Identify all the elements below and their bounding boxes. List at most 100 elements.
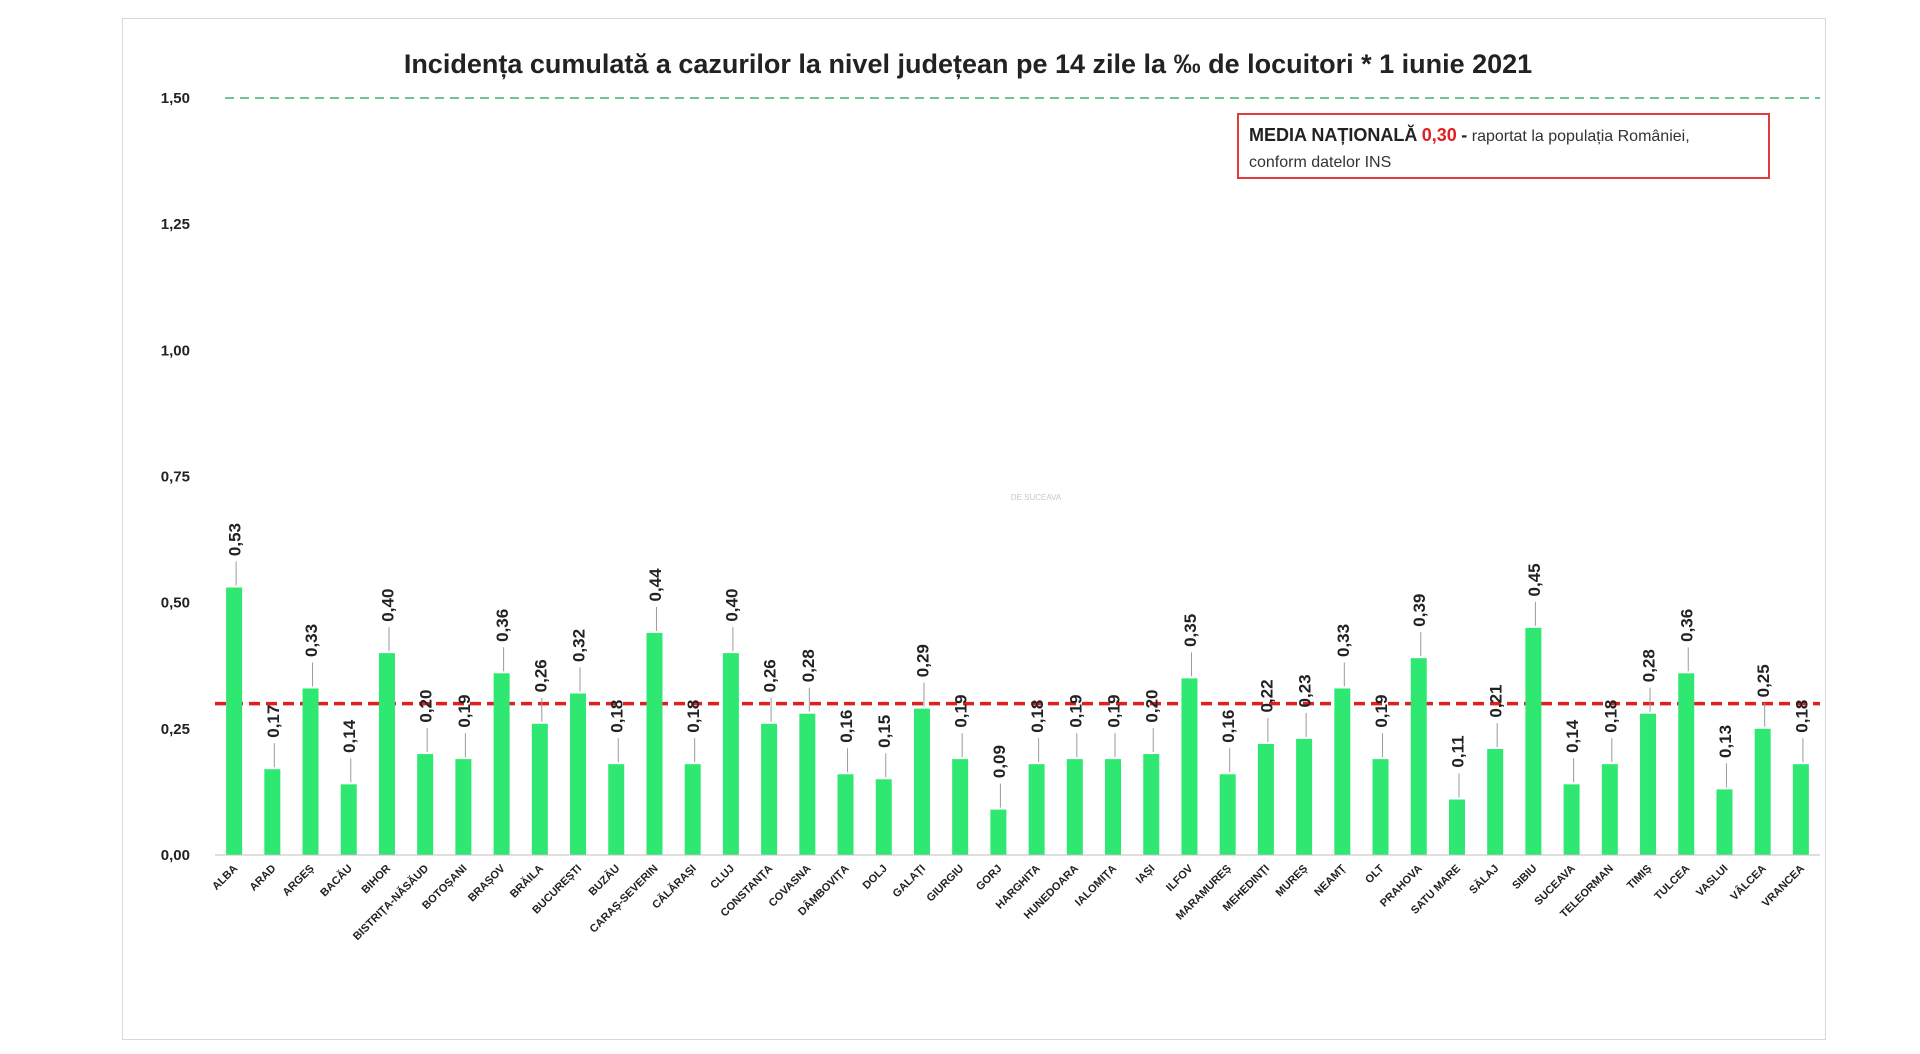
x-tick-label: ARGEȘ: [281, 863, 317, 899]
y-tick-label: 1,50: [161, 90, 190, 107]
x-tick-label: IALOMIȚA: [1073, 863, 1119, 909]
data-label: 0,09: [990, 745, 1009, 778]
data-label: 0,21: [1487, 684, 1506, 717]
data-label: 0,18: [608, 700, 627, 733]
x-tick-label: SĂLAJ: [1467, 862, 1502, 897]
y-tick-label: 0,25: [161, 721, 190, 738]
x-tick-label: ARAD: [247, 863, 278, 894]
x-tick-label: BIHOR: [360, 863, 394, 897]
data-label: 0,14: [1563, 719, 1582, 753]
data-label: 0,44: [646, 568, 665, 602]
data-label: 0,19: [1105, 695, 1124, 728]
bar: [1716, 789, 1733, 855]
bar: [378, 653, 395, 855]
national-average-value: 0,30: [1421, 125, 1457, 145]
data-label: 0,26: [761, 659, 780, 692]
national-average-line1: MEDIA NAȚIONALĂ 0,30 - raportat la popul…: [1249, 122, 1758, 150]
data-label: 0,19: [952, 695, 971, 728]
watermark: DE SUCEAVA: [1011, 493, 1062, 502]
data-label: 0,18: [1601, 700, 1620, 733]
y-tick-label: 0,75: [161, 469, 190, 486]
data-label: 0,14: [340, 719, 359, 753]
x-tick-label: ALBA: [210, 863, 240, 893]
data-label: 0,19: [455, 695, 474, 728]
data-label: 0,28: [799, 649, 818, 682]
bar: [608, 764, 625, 855]
data-label: 0,29: [913, 644, 932, 677]
data-label: 0,22: [1257, 679, 1276, 712]
data-label: 0,18: [684, 700, 703, 733]
x-axis: ALBA ARAD ARGEȘ BACĂU BIHORBISTRIȚA-NĂSĂUDBO…: [210, 854, 1820, 943]
x-tick-label: NEAMȚ: [1312, 862, 1348, 898]
data-label: 0,39: [1410, 594, 1429, 627]
bar: [913, 708, 930, 855]
national-average-dash: -: [1461, 125, 1468, 145]
y-axis: 0,00 0,25 0,50 0,75 1,00 1,25 1,50: [161, 90, 190, 864]
data-label: 0,53: [226, 523, 245, 556]
bar: [1563, 784, 1580, 855]
reference-lines: [215, 97, 1820, 706]
x-tick-label: GALAȚI: [891, 863, 928, 900]
bar: [722, 653, 739, 855]
data-label: 0,19: [1372, 695, 1391, 728]
y-tick-label: 1,25: [161, 216, 190, 233]
data-label: 0,28: [1640, 649, 1659, 682]
data-label: 0,18: [1028, 700, 1047, 733]
bar: [1028, 764, 1045, 855]
x-tick-label: VASLUI: [1694, 863, 1730, 899]
bar: [570, 693, 587, 855]
x-tick-label: BUZĂU: [586, 862, 622, 898]
x-tick-label: BACĂU: [318, 862, 355, 899]
x-tick-label: DOLJ: [861, 863, 890, 892]
national-average-text-line2: conform datelor INS: [1249, 154, 1392, 171]
national-average-label: MEDIA NAȚIONALĂ: [1249, 125, 1418, 145]
bar: [1792, 764, 1809, 855]
bar: [646, 632, 663, 855]
y-tick-label: 0,00: [161, 847, 190, 864]
data-label: 0,23: [1296, 674, 1315, 707]
bar: [1640, 713, 1657, 855]
x-tick-label: ILFOV: [1164, 862, 1196, 894]
data-label: 0,13: [1716, 725, 1735, 758]
x-tick-label: OLT: [1363, 862, 1387, 886]
bar: [684, 764, 701, 855]
data-label: 0,16: [837, 710, 856, 743]
data-label: 0,19: [1066, 695, 1085, 728]
x-tick-label: BRAȘOV: [466, 862, 508, 904]
bar: [1601, 764, 1618, 855]
data-label: 0,36: [493, 609, 512, 642]
national-average-box: MEDIA NAȚIONALĂ 0,30 - raportat la popul…: [1237, 113, 1770, 179]
bar: [1754, 728, 1771, 855]
x-tick-label: MUREȘ: [1274, 863, 1311, 900]
data-label: 0,45: [1525, 563, 1544, 596]
bars: [226, 587, 1809, 855]
bar: [799, 713, 816, 855]
bar: [1066, 759, 1083, 855]
bar: [837, 774, 854, 855]
y-tick-label: 1,00: [161, 342, 190, 359]
x-tick-label: IAȘI: [1134, 863, 1158, 887]
x-tick-label: VÂLCEA: [1728, 862, 1769, 903]
bar: [875, 779, 892, 855]
data-label: 0,15: [875, 715, 894, 748]
bar: [1105, 759, 1122, 855]
data-label: 0,32: [570, 629, 589, 662]
data-label: 0,25: [1754, 664, 1773, 697]
bar: [340, 784, 357, 855]
bar: [302, 688, 319, 855]
data-label: 0,11: [1448, 735, 1467, 767]
x-tick-label: BISTRIȚA-NĂSĂUD: [350, 862, 431, 943]
x-tick-label: CLUJ: [708, 863, 737, 892]
bar: [531, 723, 548, 855]
chart-frame: [122, 18, 1826, 1040]
data-label: 0,17: [264, 705, 283, 738]
bar: [761, 723, 778, 855]
bar: [1219, 774, 1236, 855]
data-label: 0,33: [302, 624, 321, 657]
bar: [1410, 658, 1427, 855]
bar: [952, 759, 969, 855]
bar: [990, 809, 1007, 855]
x-tick-label: GORJ: [974, 863, 1005, 894]
x-tick-label: SIBIU: [1510, 863, 1539, 892]
bar: [1181, 678, 1198, 855]
